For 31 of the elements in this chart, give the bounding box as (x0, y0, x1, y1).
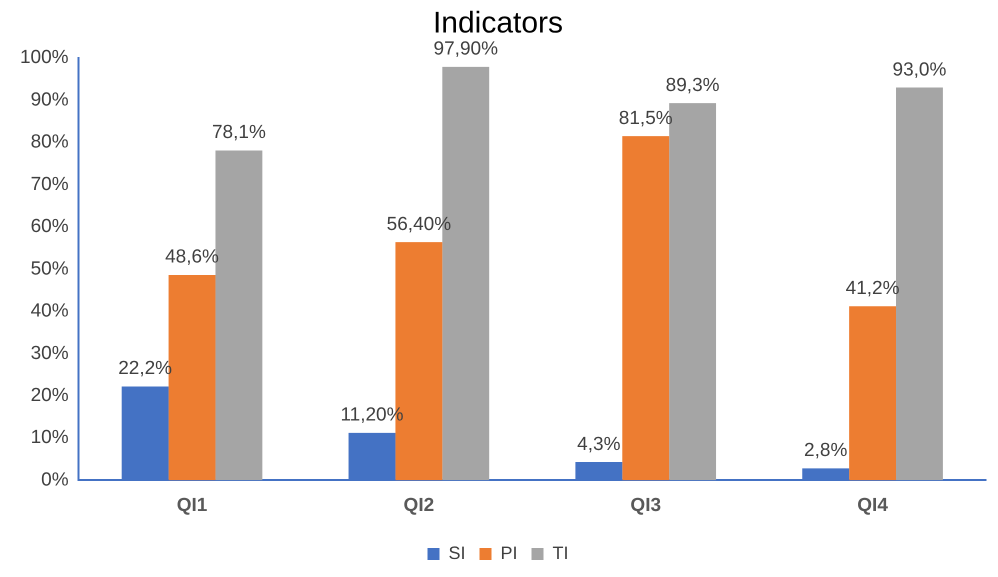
x-tick-label: QI3 (630, 494, 662, 516)
data-label: 81,5% (618, 108, 673, 129)
y-tick-label: 20% (30, 384, 69, 406)
data-label: 48,6% (165, 246, 220, 268)
y-tick-label: 50% (30, 258, 69, 280)
data-label: 89,3% (666, 74, 720, 96)
x-tick-label: QI1 (176, 494, 208, 516)
bar (849, 306, 896, 480)
chart-title: Indicators (432, 6, 564, 40)
data-label: 2,8% (804, 440, 848, 462)
y-tick-label: 90% (30, 89, 69, 110)
y-tick-label: 10% (30, 427, 69, 448)
data-label: 93,0% (892, 59, 946, 80)
y-tick-label: 30% (30, 342, 69, 364)
y-tick-label: 80% (30, 132, 69, 153)
data-label: 41,2% (846, 278, 900, 299)
data-label: 78,1% (212, 122, 266, 144)
bar (622, 136, 670, 480)
legend-label: PI (500, 542, 518, 563)
y-tick-label: 60% (30, 216, 69, 238)
y-tick-label: 0% (41, 469, 69, 490)
legend-label: TI (552, 542, 569, 563)
y-tick-label: 70% (30, 174, 69, 195)
x-tick-label: QI2 (404, 494, 434, 516)
y-tick-label: 40% (30, 300, 69, 322)
y-tick-label: 100% (20, 47, 69, 68)
x-tick-label: QI4 (857, 494, 888, 516)
data-label: 4,3% (577, 434, 621, 455)
data-label: 56,40% (386, 214, 452, 235)
data-label: 97,90% (434, 38, 498, 60)
legend-label: SI (448, 542, 466, 563)
